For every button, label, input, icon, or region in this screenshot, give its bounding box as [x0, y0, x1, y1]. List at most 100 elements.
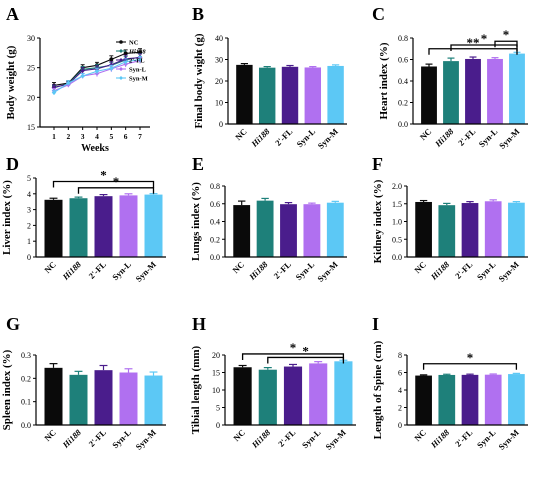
legend-label: Syn-L: [129, 67, 147, 74]
y-tick-label: 2: [398, 404, 402, 413]
significance-bracket: [450, 44, 518, 51]
y-tick-label: 2.0: [392, 182, 402, 191]
panel-letter: F: [372, 154, 383, 174]
bar-Syn-L: [484, 201, 502, 257]
y-tick-label: 0.4: [398, 77, 408, 86]
significance-label: *: [503, 27, 510, 42]
x-tick-label: 5: [109, 132, 113, 141]
panel-E: E 0.0 0.2 0.4 0.6 0.8 Lungs index (%) NC Hi188 2'…: [190, 154, 347, 284]
y-tick-label: 0.2: [21, 374, 31, 383]
bar-Syn-M: [509, 53, 525, 124]
y-tick-label: 40: [215, 34, 223, 43]
x-tick-label: Syn-M: [496, 259, 520, 283]
y-axis-label: Final body wight (g): [193, 33, 205, 128]
x-tick-label: 2'-FL: [86, 427, 108, 449]
x-tick-label: NC: [412, 427, 428, 443]
significance-bracket: [77, 187, 155, 194]
x-tick-label: Hi188: [248, 126, 272, 150]
bar-2'-FL: [94, 370, 113, 425]
bar-NC: [233, 205, 251, 257]
bar-2'-FL: [283, 366, 303, 425]
x-tick-label: Hi188: [428, 259, 452, 283]
data-point-NC: [109, 57, 114, 62]
bar-Syn-M: [327, 65, 344, 124]
y-tick-label: 10: [215, 99, 223, 108]
x-tick-label: NC: [412, 259, 428, 275]
panel-letter: B: [192, 4, 204, 24]
bar-Hi188: [258, 67, 276, 124]
x-tick-label: 2'-FL: [453, 259, 475, 281]
y-tick-label: 3: [27, 206, 31, 215]
legend-label: Hi188: [128, 49, 146, 56]
y-tick-label: 0.0: [21, 421, 31, 430]
x-tick-label: Hi188: [432, 126, 456, 150]
y-axis-label: Lungs index (%): [190, 182, 202, 261]
y-tick-label: 20: [27, 93, 35, 102]
legend-swatch-marker: [119, 58, 123, 62]
x-tick-label: 2'-FL: [86, 259, 108, 281]
y-tick-label: 0.8: [398, 34, 408, 43]
y-tick-label: 0.0: [398, 120, 408, 129]
bar-Syn-L: [487, 58, 503, 124]
y-tick-label: 0: [219, 120, 223, 129]
y-tick-label: 0.0: [392, 253, 402, 262]
x-tick-label: Hi188: [246, 259, 270, 283]
bar-Hi188: [258, 369, 277, 425]
bar-Syn-L: [303, 204, 321, 257]
panel-letter: I: [372, 314, 379, 334]
panel-A: A 15 20 25 30 Body weight (g) 1 2 3 4 5 6 7 Weeks NC Hi…: [5, 4, 150, 154]
x-tick-label: Syn-M: [496, 427, 520, 451]
y-tick-label: 0: [398, 421, 402, 430]
bar-2'-FL: [94, 196, 113, 257]
significance-bracket: [494, 40, 518, 48]
x-tick-label: 6: [124, 132, 128, 141]
x-tick-label: 2'-FL: [276, 427, 298, 449]
significance-label: *: [100, 167, 107, 182]
significance-label: *: [467, 350, 474, 365]
y-tick-label: 0.6: [398, 56, 408, 65]
y-tick-label: 0.0: [210, 253, 220, 262]
bar-NC: [44, 367, 63, 425]
y-tick-label: 25: [27, 64, 35, 73]
panel-G: G 0.0 0.1 0.2 0.3 Spleen index (%) NC Hi188 2'-F…: [1, 314, 166, 452]
bar-Hi188: [438, 205, 456, 257]
panel-D: D 0 1 2 3 4 5 Liver index (%) NC Hi188 2'-FL Syn-L S…: [1, 154, 166, 284]
legend-swatch-marker: [119, 76, 123, 80]
y-axis-label: Heart index (%): [378, 42, 390, 119]
y-tick-label: 0.6: [210, 200, 220, 209]
y-tick-label: 2: [27, 221, 31, 230]
y-tick-label: 1.0: [392, 218, 402, 227]
x-tick-label: 3: [81, 132, 85, 141]
x-tick-label: Syn-M: [133, 259, 157, 283]
x-tick-label: Syn-L: [475, 427, 498, 450]
x-tick-label: 2'-FL: [456, 126, 478, 148]
legend-swatch-marker: [119, 67, 123, 71]
x-tick-label: Hi188: [249, 427, 273, 451]
panel-letter: G: [6, 314, 20, 334]
x-tick-label: NC: [418, 126, 434, 142]
y-tick-label: 15: [212, 369, 220, 378]
x-tick-label: Hi188: [60, 259, 84, 283]
y-tick-label: 5: [27, 174, 31, 183]
significance-label: *: [302, 343, 309, 358]
data-point-Syn-M: [123, 59, 128, 65]
bar-Syn-M: [144, 375, 163, 425]
y-tick-label: 0.5: [392, 235, 402, 244]
y-tick-label: 0: [216, 421, 220, 430]
x-tick-label: 2'-FL: [273, 126, 295, 148]
bar-Hi188: [443, 61, 459, 124]
x-tick-label: Syn-M: [497, 126, 521, 150]
bar-Syn-M: [508, 202, 525, 257]
y-axis-label: Kidney index (%): [372, 179, 384, 263]
data-point-Syn-M: [80, 73, 85, 79]
legend-label: Syn-M: [129, 76, 148, 83]
bar-2'-FL: [461, 374, 479, 425]
y-axis-label: Spleen index (%): [1, 349, 13, 430]
x-tick-label: Syn-M: [133, 427, 157, 451]
x-tick-label: Syn-L: [294, 259, 317, 282]
x-tick-label: NC: [231, 427, 247, 443]
legend-swatch-marker: [119, 40, 123, 44]
